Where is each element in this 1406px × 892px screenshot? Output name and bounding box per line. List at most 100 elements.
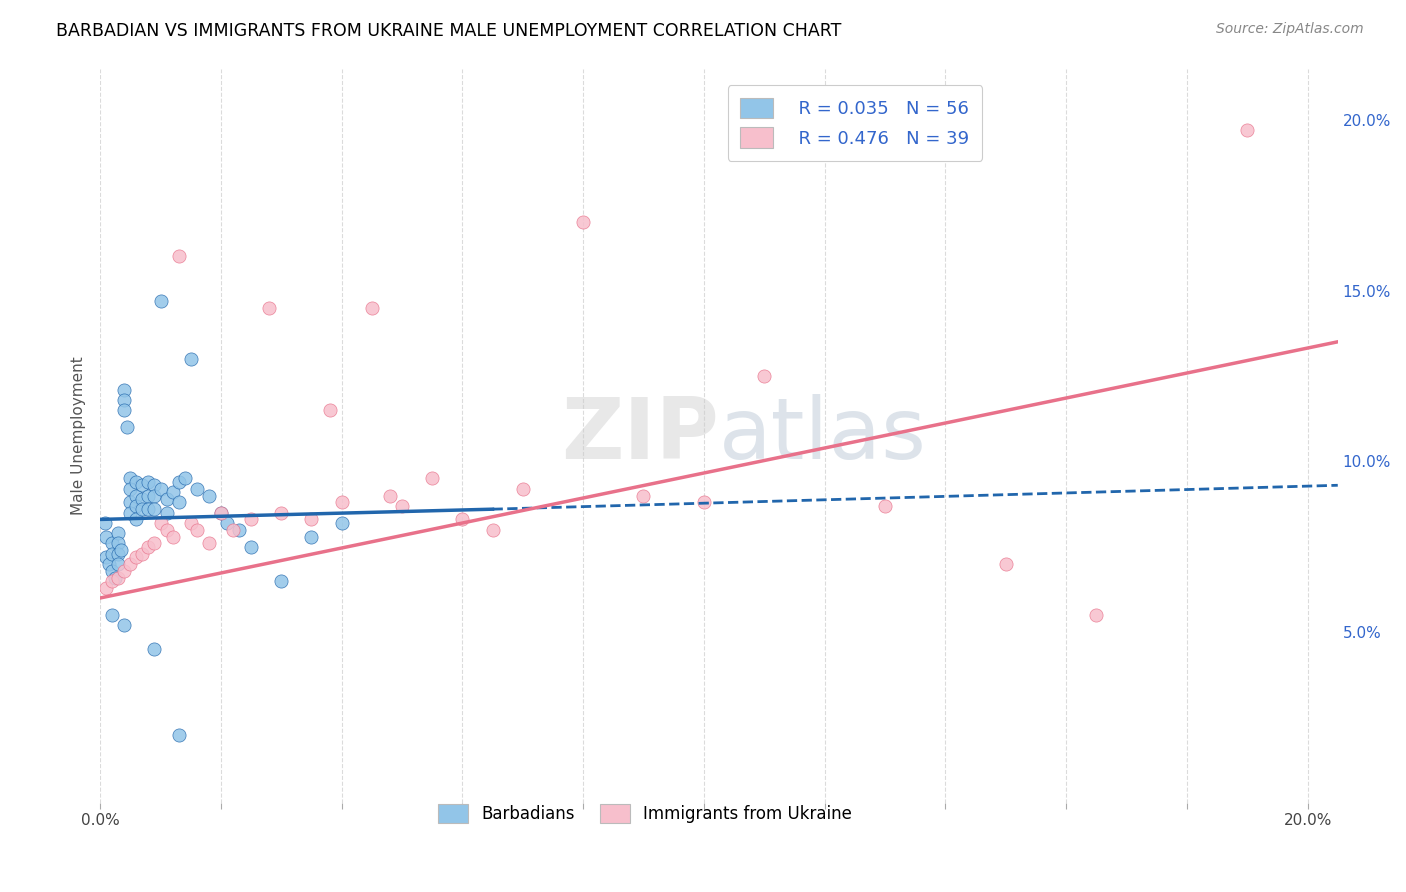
Point bbox=[138, 489, 160, 503]
Point bbox=[120, 482, 142, 496]
Point bbox=[101, 574, 124, 588]
Point bbox=[330, 495, 353, 509]
Point bbox=[101, 547, 124, 561]
Point bbox=[112, 564, 135, 578]
Point bbox=[104, 570, 127, 584]
Point bbox=[96, 549, 118, 564]
Point bbox=[167, 495, 190, 509]
Point bbox=[330, 516, 353, 530]
Point bbox=[360, 301, 382, 315]
Point bbox=[155, 506, 177, 520]
Point bbox=[180, 351, 202, 366]
Point bbox=[143, 642, 166, 657]
Point bbox=[112, 618, 135, 632]
Text: BARBADIAN VS IMMIGRANTS FROM UKRAINE MALE UNEMPLOYMENT CORRELATION CHART: BARBADIAN VS IMMIGRANTS FROM UKRAINE MAL… bbox=[56, 22, 842, 40]
Point bbox=[186, 482, 208, 496]
Point bbox=[391, 499, 413, 513]
Point bbox=[143, 478, 166, 492]
Text: atlas: atlas bbox=[718, 394, 927, 477]
Point bbox=[149, 293, 172, 308]
Point bbox=[120, 471, 142, 485]
Point bbox=[162, 529, 184, 543]
Point bbox=[155, 491, 177, 506]
Point bbox=[96, 581, 118, 595]
Point bbox=[143, 489, 166, 503]
Point bbox=[107, 526, 129, 541]
Point bbox=[94, 516, 117, 530]
Text: Source: ZipAtlas.com: Source: ZipAtlas.com bbox=[1216, 22, 1364, 37]
Point bbox=[107, 557, 129, 571]
Point bbox=[131, 491, 153, 506]
Point bbox=[162, 485, 184, 500]
Point bbox=[138, 502, 160, 516]
Point bbox=[270, 506, 292, 520]
Point bbox=[240, 512, 263, 526]
Point bbox=[107, 547, 129, 561]
Point bbox=[155, 523, 177, 537]
Point bbox=[101, 536, 124, 550]
Point bbox=[131, 502, 153, 516]
Point bbox=[481, 523, 503, 537]
Point bbox=[112, 403, 135, 417]
Point bbox=[167, 475, 190, 489]
Point bbox=[257, 301, 280, 315]
Legend: Barbadians, Immigrants from Ukraine: Barbadians, Immigrants from Ukraine bbox=[426, 792, 863, 835]
Point bbox=[125, 499, 148, 513]
Point bbox=[112, 392, 135, 407]
Point bbox=[1236, 123, 1258, 137]
Point bbox=[96, 529, 118, 543]
Point bbox=[138, 540, 160, 554]
Point bbox=[125, 475, 148, 489]
Point bbox=[1085, 608, 1108, 623]
Point bbox=[149, 482, 172, 496]
Point bbox=[131, 478, 153, 492]
Point bbox=[167, 728, 190, 742]
Y-axis label: Male Unemployment: Male Unemployment bbox=[72, 357, 86, 515]
Point bbox=[209, 506, 232, 520]
Point bbox=[420, 471, 443, 485]
Point bbox=[693, 495, 716, 509]
Point bbox=[120, 557, 142, 571]
Point bbox=[125, 489, 148, 503]
Point bbox=[318, 403, 340, 417]
Point bbox=[125, 512, 148, 526]
Point bbox=[240, 540, 263, 554]
Point bbox=[228, 523, 250, 537]
Text: ZIP: ZIP bbox=[561, 394, 718, 477]
Point bbox=[110, 543, 132, 558]
Point bbox=[198, 489, 221, 503]
Point bbox=[754, 368, 776, 383]
Point bbox=[186, 523, 208, 537]
Point bbox=[120, 506, 142, 520]
Point bbox=[101, 608, 124, 623]
Point bbox=[120, 495, 142, 509]
Point bbox=[222, 523, 245, 537]
Point bbox=[633, 489, 655, 503]
Point bbox=[180, 516, 202, 530]
Point bbox=[143, 502, 166, 516]
Point bbox=[117, 420, 139, 434]
Point bbox=[198, 536, 221, 550]
Point bbox=[138, 475, 160, 489]
Point bbox=[125, 549, 148, 564]
Point bbox=[994, 557, 1017, 571]
Point bbox=[101, 564, 124, 578]
Point bbox=[270, 574, 292, 588]
Point bbox=[209, 506, 232, 520]
Point bbox=[143, 536, 166, 550]
Point bbox=[131, 547, 153, 561]
Point bbox=[301, 512, 323, 526]
Point bbox=[215, 516, 238, 530]
Point bbox=[512, 482, 534, 496]
Point bbox=[107, 570, 129, 584]
Point bbox=[107, 536, 129, 550]
Point bbox=[98, 557, 121, 571]
Point bbox=[378, 489, 401, 503]
Point bbox=[167, 249, 190, 263]
Point bbox=[572, 215, 595, 229]
Point bbox=[173, 471, 195, 485]
Point bbox=[451, 512, 474, 526]
Point bbox=[301, 529, 323, 543]
Point bbox=[149, 516, 172, 530]
Point bbox=[873, 499, 896, 513]
